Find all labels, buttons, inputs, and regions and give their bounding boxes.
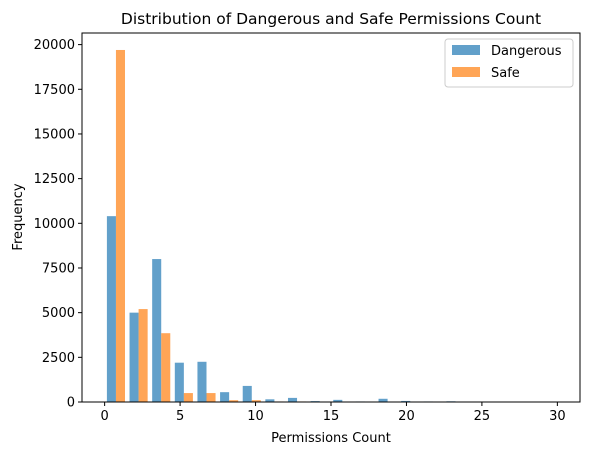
y-tick-label: 2500 [42, 351, 75, 366]
y-tick-label: 10000 [34, 217, 75, 232]
x-axis-label: Permissions Count [271, 431, 391, 446]
x-tick-label: 30 [549, 409, 566, 424]
bar-dangerous [401, 400, 411, 402]
legend-swatch-dangerous [452, 45, 480, 55]
bar-safe [183, 393, 193, 402]
y-tick-label: 17500 [34, 83, 75, 98]
y-tick-label: 0 [67, 396, 75, 411]
y-tick-label: 15000 [34, 127, 75, 142]
bar-safe [115, 49, 125, 402]
bar-safe [161, 333, 171, 402]
y-tick-label: 7500 [42, 261, 75, 276]
x-tick-label: 0 [100, 409, 108, 424]
bar-dangerous [242, 385, 252, 402]
y-tick-label: 20000 [34, 38, 75, 53]
x-tick-label: 25 [474, 409, 491, 424]
y-tick-label: 5000 [42, 306, 75, 321]
bar-safe [229, 400, 239, 402]
bar-dangerous [197, 361, 207, 402]
bar-safe [251, 400, 261, 402]
legend-label-dangerous: Dangerous [491, 44, 562, 59]
bar-dangerous [333, 399, 343, 402]
legend-label-safe: Safe [491, 66, 520, 81]
plot-frame [81, 32, 581, 403]
bar-safe [138, 309, 148, 402]
y-tick-label: 12500 [34, 172, 75, 187]
y-axis-ticks: 0 2500 5000 7500 10000 12500 15000 17500 20000 [34, 38, 82, 411]
x-tick-label: 15 [323, 409, 340, 424]
bar-dangerous [265, 399, 275, 402]
bar-dangerous [152, 259, 162, 402]
bar-dangerous [220, 392, 230, 402]
chart-title: Distribution of Dangerous and Safe Permi… [121, 10, 541, 28]
bar-dangerous [129, 312, 139, 402]
bar-dangerous [287, 397, 298, 402]
bar-dangerous [106, 216, 116, 402]
legend: Dangerous Safe [444, 38, 574, 88]
legend-swatch-safe [452, 67, 480, 77]
x-tick-label: 5 [176, 409, 184, 424]
x-axis-ticks: 0 5 10 15 20 25 30 [100, 402, 566, 424]
bar-dangerous [378, 398, 388, 402]
x-tick-label: 20 [398, 409, 415, 424]
bar-dangerous [174, 362, 184, 402]
bar-safe [206, 393, 216, 402]
bars-group [106, 49, 556, 402]
x-tick-label: 10 [247, 409, 264, 424]
y-axis-label: Frequency [11, 183, 26, 250]
